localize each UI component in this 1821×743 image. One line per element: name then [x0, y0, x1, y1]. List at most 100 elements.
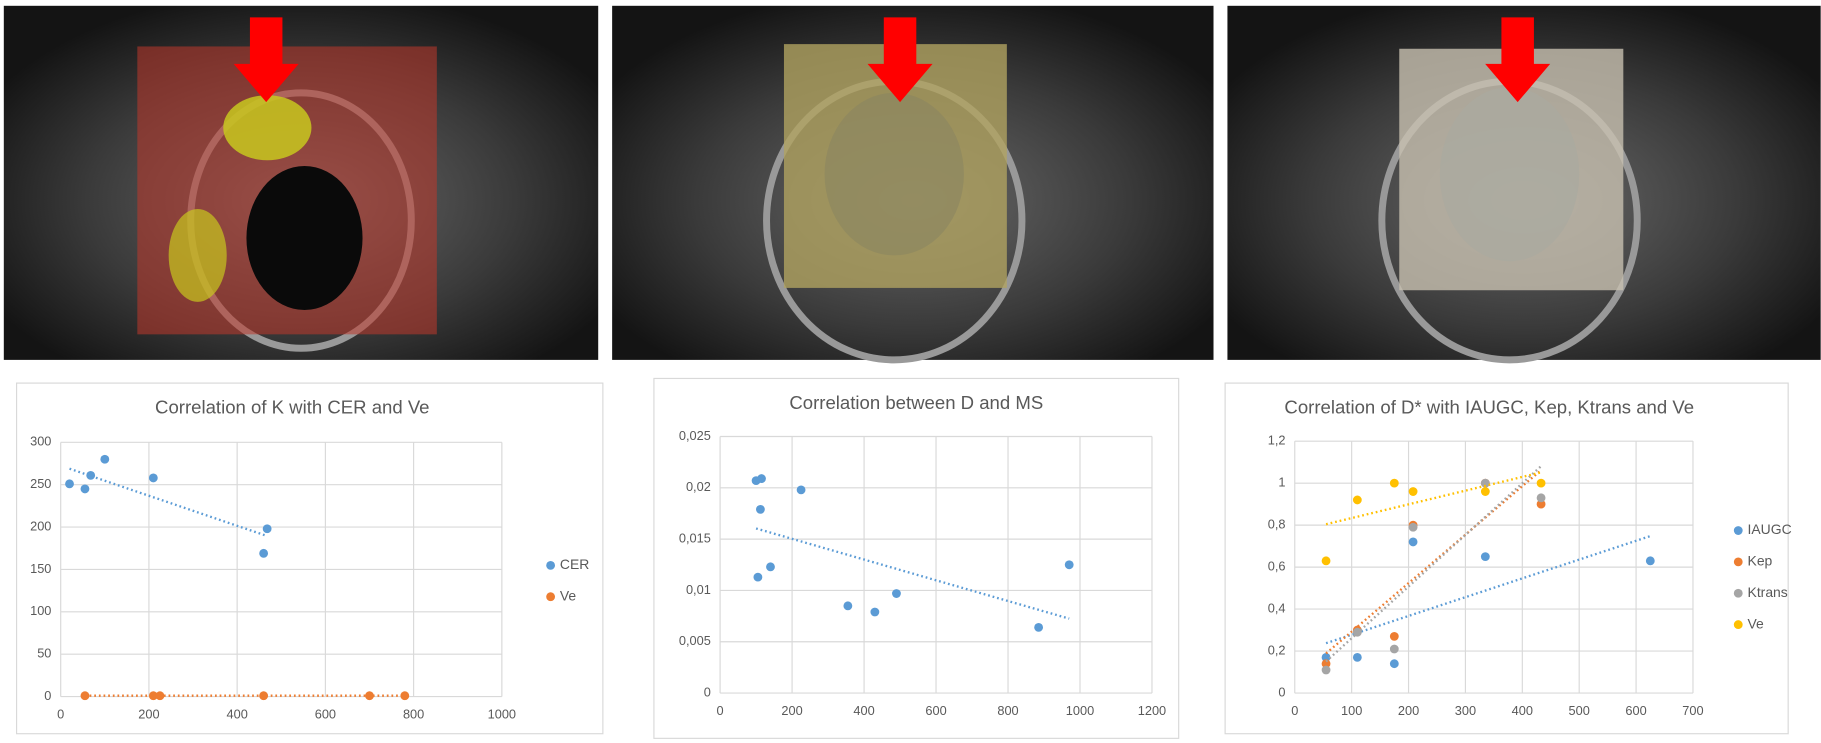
x-tick-label: 400	[227, 707, 248, 722]
data-point	[756, 504, 765, 514]
legend-marker	[1733, 526, 1743, 535]
trendline	[1325, 534, 1651, 645]
data-point	[365, 691, 374, 701]
chart-frame	[1224, 382, 1789, 735]
data-point	[753, 572, 763, 582]
y-tick-label: 1	[1278, 475, 1285, 490]
data-point	[1480, 487, 1490, 496]
y-tick-label: 150	[30, 561, 51, 576]
data-point	[155, 691, 165, 701]
data-point	[1389, 478, 1399, 488]
data-point	[148, 691, 158, 701]
y-tick-label: 0,015	[679, 531, 711, 546]
y-tick-label: 0	[704, 684, 711, 699]
data-point	[1064, 560, 1074, 570]
data-point	[80, 691, 90, 701]
chart-title: Correlation between D and MS	[789, 392, 1043, 413]
y-tick-label: 50	[37, 646, 51, 661]
x-tick-label: 0	[57, 707, 64, 722]
trendline	[1325, 465, 1542, 663]
data-point	[80, 484, 90, 494]
legend-marker	[546, 592, 556, 602]
x-tick-label: 0	[717, 703, 724, 718]
legend-marker	[546, 560, 556, 570]
y-tick-label: 0,005	[679, 633, 711, 648]
x-tick-label: 600	[925, 703, 946, 718]
data-point	[1321, 556, 1331, 566]
x-tick-label: 600	[1625, 703, 1646, 718]
data-point	[86, 470, 96, 480]
x-tick-label: 200	[1398, 703, 1419, 718]
data-point	[1352, 495, 1362, 505]
legend-marker	[1733, 588, 1743, 598]
x-tick-label: 200	[138, 707, 159, 722]
data-point	[757, 474, 766, 484]
data-point	[1536, 499, 1546, 509]
data-point	[1389, 644, 1399, 654]
data-point	[1536, 478, 1546, 488]
data-point	[843, 601, 853, 611]
data-point	[1321, 659, 1331, 669]
data-point	[1352, 652, 1362, 662]
data-point	[1389, 659, 1399, 669]
trendline	[1325, 469, 1542, 655]
y-tick-label: 1,2	[1268, 433, 1286, 448]
mri-panel	[3, 5, 599, 360]
data-point	[1321, 652, 1331, 662]
data-point	[1352, 627, 1362, 637]
data-point	[1480, 478, 1490, 488]
x-tick-label: 200	[781, 703, 802, 718]
y-tick-label: 0	[44, 688, 51, 703]
x-tick-label: 700	[1682, 703, 1703, 718]
data-point	[65, 479, 74, 489]
chart-frame	[653, 377, 1180, 739]
data-point	[100, 454, 110, 464]
y-tick-label: 100	[30, 603, 51, 618]
x-tick-label: 400	[1512, 703, 1533, 718]
data-point	[796, 485, 806, 495]
data-point	[1480, 552, 1490, 562]
legend-marker	[1733, 620, 1743, 629]
data-point	[1645, 556, 1655, 566]
x-tick-label: 800	[997, 703, 1018, 718]
y-tick-label: 0,01	[686, 582, 711, 597]
chart-title: Correlation of D* with IAUGC, Kep, Ktran…	[1284, 397, 1694, 418]
legend-label: Ve	[560, 587, 577, 603]
legend-label: Kep	[1748, 553, 1773, 569]
chart-frame	[15, 382, 604, 735]
y-tick-label: 0,8	[1268, 517, 1286, 532]
data-point	[1408, 487, 1418, 496]
y-tick-label: 0,02	[686, 479, 711, 494]
data-point	[870, 607, 880, 617]
chart-title: Correlation of K with CER and Ve	[155, 397, 429, 418]
data-point	[400, 691, 410, 701]
data-point	[1321, 665, 1331, 675]
y-tick-label: 300	[30, 434, 51, 449]
data-point	[259, 691, 269, 701]
y-tick-label: 250	[30, 476, 51, 491]
y-tick-label: 200	[30, 518, 51, 533]
y-tick-label: 0,2	[1268, 642, 1286, 657]
x-tick-label: 400	[853, 703, 874, 718]
data-point	[1408, 522, 1418, 532]
data-point	[262, 524, 272, 534]
y-tick-label: 0,6	[1268, 558, 1286, 573]
data-point	[1408, 537, 1418, 547]
x-tick-label: 1200	[1138, 703, 1166, 718]
chart: Correlation of K with CER and Ve 0 50 100 15…	[15, 382, 604, 735]
data-point	[1536, 493, 1546, 503]
data-point	[1389, 631, 1399, 641]
data-point	[148, 473, 158, 483]
legend-label: CER	[560, 556, 589, 572]
legend-label: Ktrans	[1748, 584, 1788, 600]
legend-marker	[1733, 557, 1743, 567]
x-tick-label: 800	[403, 707, 424, 722]
data-point	[766, 562, 775, 572]
data-point	[892, 589, 901, 598]
x-tick-label: 1000	[1066, 703, 1094, 718]
y-tick-label: 0	[1278, 684, 1285, 699]
x-tick-label: 500	[1569, 703, 1590, 718]
data-point	[259, 548, 269, 558]
x-tick-label: 1000	[488, 707, 516, 722]
